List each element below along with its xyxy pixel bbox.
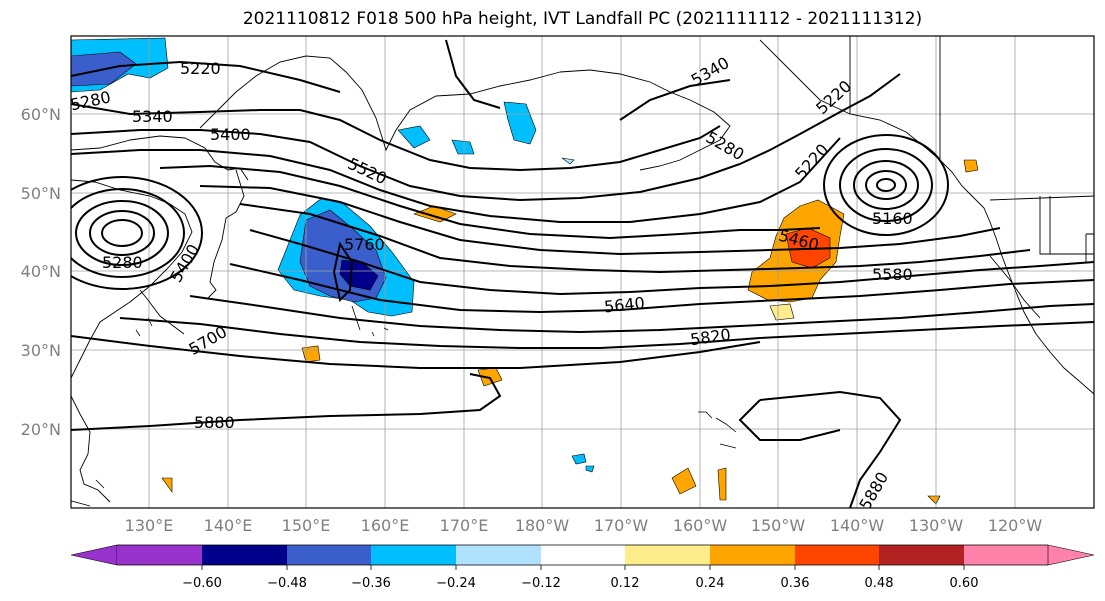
longitude-label: 160°W <box>673 516 728 535</box>
islands <box>71 305 737 507</box>
contour-label: 5880 <box>194 413 235 432</box>
latitude-label: 50°N <box>21 184 61 203</box>
contour-label: 5580 <box>872 265 913 284</box>
colorbar-segment <box>964 545 1048 565</box>
colorbar-extend-high <box>1047 544 1095 566</box>
height-contours <box>71 39 1094 508</box>
colorbar-tick-label: 0.24 <box>696 576 725 591</box>
longitude-labels: 130°E 140°E 150°E 160°E 170°E 180°W 170°… <box>125 516 1043 535</box>
colorbar-tick-label: −0.12 <box>521 576 561 591</box>
colorbar-tick-label: −0.48 <box>267 576 307 591</box>
longitude-label: 150°E <box>282 516 331 535</box>
latitude-label: 20°N <box>21 420 61 439</box>
colorbar-segment <box>117 545 203 565</box>
contour-label: 5280 <box>102 253 143 272</box>
colorbar-tick-label: 0.36 <box>781 576 810 591</box>
longitude-label: 140°E <box>204 516 253 535</box>
colorbar-tick-label: −0.36 <box>351 576 391 591</box>
contour-label: 5160 <box>872 209 913 228</box>
contour-label: 5760 <box>344 235 385 254</box>
contour-label: 5220 <box>180 59 221 78</box>
longitude-label: 140°W <box>830 516 885 535</box>
contour-label: 5400 <box>210 125 251 144</box>
map-panel: 5220 5280 5340 5400 5520 5760 5280 5400 … <box>71 36 1094 508</box>
longitude-label: 170°W <box>594 516 649 535</box>
colorbar-extend-low <box>70 544 118 566</box>
coastlines <box>71 36 1094 503</box>
colorbar-segment <box>625 545 711 565</box>
colorbar-segment <box>541 545 626 565</box>
contour-label: 5340 <box>132 107 173 126</box>
contour-label: 5640 <box>603 293 645 316</box>
latitude-labels: 60°N 50°N 40°N 30°N 20°N <box>21 105 61 439</box>
latitude-label: 30°N <box>21 341 61 360</box>
map-frame <box>70 35 1095 509</box>
colorbar-tick-label: 0.12 <box>611 576 640 591</box>
colorbar-segment <box>710 545 795 565</box>
colorbar-tick-label: 0.60 <box>950 576 979 591</box>
colorbar-segment <box>287 545 372 565</box>
latitude-label: 40°N <box>21 262 61 281</box>
longitude-label: 150°W <box>751 516 806 535</box>
latitude-label: 60°N <box>21 105 61 124</box>
longitude-label: 120°W <box>988 516 1043 535</box>
colorbar-ticks <box>201 565 965 570</box>
map-title: 2021110812 F018 500 hPa height, IVT Land… <box>242 9 923 29</box>
longitude-label: 170°E <box>440 516 489 535</box>
colorbar-segment <box>202 545 287 565</box>
colorbar-tick-label: −0.24 <box>436 576 476 591</box>
colorbar-segment <box>879 545 965 565</box>
longitude-label: 160°E <box>361 516 410 535</box>
longitude-label: 130°E <box>125 516 174 535</box>
colorbar-segment <box>371 545 457 565</box>
colorbar-segment <box>456 545 541 565</box>
longitude-label: 130°W <box>909 516 964 535</box>
colorbar: −0.60 −0.48 −0.36 −0.24 −0.12 0.12 0.24 … <box>70 544 1095 591</box>
longitude-label: 180°W <box>515 516 570 535</box>
colorbar-segment <box>795 545 880 565</box>
colorbar-tick-label: 0.48 <box>865 576 894 591</box>
colorbar-tick-label: −0.60 <box>182 576 222 591</box>
